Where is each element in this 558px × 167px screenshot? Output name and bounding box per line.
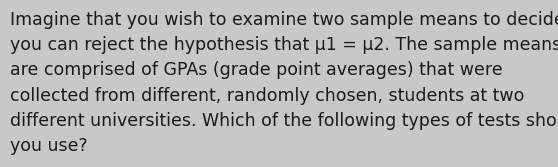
Text: Imagine that you wish to examine two sample means to decide if
you can reject th: Imagine that you wish to examine two sam…	[10, 11, 558, 155]
